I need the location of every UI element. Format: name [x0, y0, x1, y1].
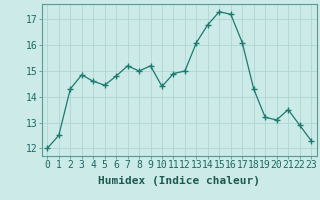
X-axis label: Humidex (Indice chaleur): Humidex (Indice chaleur)	[98, 176, 260, 186]
